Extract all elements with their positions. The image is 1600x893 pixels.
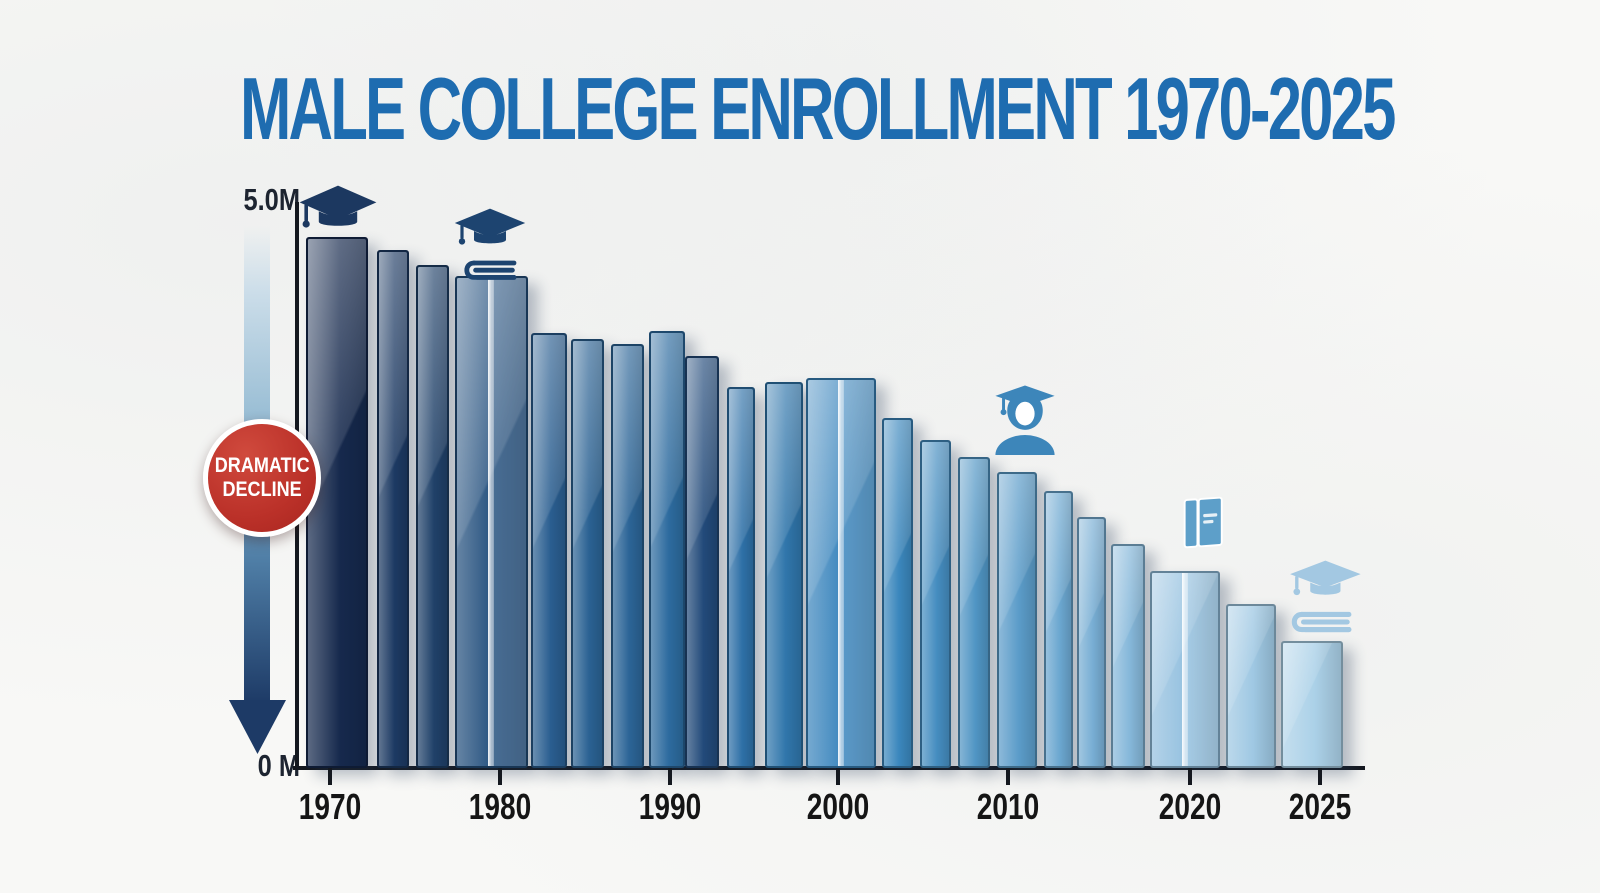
y-axis-min-label: 0 M bbox=[257, 748, 300, 783]
bar-1991 bbox=[685, 356, 719, 768]
bar-seam bbox=[837, 380, 844, 766]
x-axis-label-2025: 2025 bbox=[1288, 786, 1352, 827]
bar-2025 bbox=[1281, 641, 1343, 768]
badge-line1: DRAMATIC bbox=[214, 454, 310, 478]
bar-highlight bbox=[1185, 573, 1218, 766]
cap-and-book-icon bbox=[454, 208, 526, 280]
bar-2004 bbox=[920, 440, 951, 768]
x-axis-label-2010: 2010 bbox=[976, 786, 1040, 827]
x-axis-tick-1980 bbox=[498, 768, 502, 785]
badge-line2: DECLINE bbox=[222, 478, 302, 501]
x-axis-label-1980: 1980 bbox=[468, 786, 532, 827]
bar-1970 bbox=[306, 237, 368, 768]
x-axis-label-2020: 2020 bbox=[1158, 786, 1222, 827]
bar-1986 bbox=[611, 344, 644, 768]
bar-2001 bbox=[882, 418, 913, 768]
bar-1980 bbox=[531, 333, 567, 768]
x-axis-tick-2020 bbox=[1188, 768, 1192, 785]
bar-seam bbox=[488, 278, 495, 766]
bar-1973 bbox=[377, 250, 409, 768]
x-axis-tick-1990 bbox=[668, 768, 672, 785]
bar-2022 bbox=[1226, 604, 1276, 768]
bar-2014 bbox=[1077, 517, 1106, 768]
books-icon bbox=[1183, 496, 1223, 549]
y-axis-max-label: 5.0M bbox=[243, 182, 300, 217]
bar-2006 bbox=[958, 457, 990, 768]
x-axis-label-2000: 2000 bbox=[806, 786, 870, 827]
x-axis-label-1990: 1990 bbox=[638, 786, 702, 827]
bar-2012 bbox=[1044, 491, 1073, 768]
bar-2017 bbox=[1111, 544, 1145, 768]
graduate-student-icon bbox=[995, 385, 1055, 456]
bar-2009 bbox=[997, 472, 1037, 768]
page-title: MALE COLLEGE ENROLLMENT 1970-2025 bbox=[240, 59, 1396, 158]
x-axis-tick-2010 bbox=[1006, 768, 1010, 785]
x-axis-tick-2025 bbox=[1318, 768, 1322, 785]
x-axis-tick-1970 bbox=[328, 768, 332, 785]
x-axis-label-1970: 1970 bbox=[298, 786, 362, 827]
bar-1978 bbox=[455, 276, 528, 768]
bar-1975 bbox=[416, 265, 449, 768]
bar-1996 bbox=[765, 382, 803, 768]
dramatic-decline-badge: DRAMATIC DECLINE bbox=[203, 419, 321, 537]
x-axis-tick-2000 bbox=[836, 768, 840, 785]
bar-2019 bbox=[1150, 571, 1220, 768]
bar-1999 bbox=[806, 378, 876, 768]
graduation-cap-icon bbox=[299, 185, 377, 228]
bar-1983 bbox=[571, 339, 604, 768]
bar-seam bbox=[1181, 573, 1188, 766]
bar-highlight bbox=[492, 278, 526, 766]
bar-highlight bbox=[841, 380, 874, 766]
cap-over-book-icon bbox=[1290, 560, 1361, 633]
decline-arrow-icon bbox=[229, 700, 286, 754]
bar-1988 bbox=[649, 331, 685, 768]
x-axis-line bbox=[293, 766, 1365, 770]
bar-1993 bbox=[727, 387, 755, 768]
